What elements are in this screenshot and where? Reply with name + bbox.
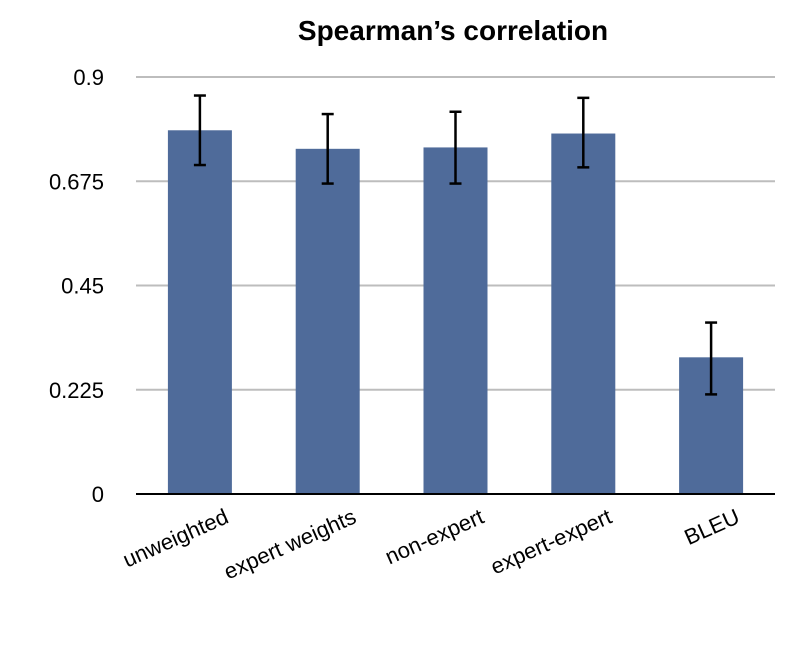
x-category-label: expert-expert [487,504,616,580]
y-tick-label: 0.9 [73,65,104,90]
error-bar [705,321,718,396]
error-bars [193,94,718,396]
chart-title: Spearman’s correlation [298,15,608,46]
error-bar [193,94,206,167]
error-bar [449,110,462,185]
bar [423,147,488,494]
error-bar [577,96,590,169]
y-tick-label: 0.225 [49,378,104,403]
bar [295,148,360,495]
y-axis-tick-labels: 0 0.225 0.45 0.675 0.9 [49,65,104,507]
x-category-label: expert weights [220,504,360,585]
bar [167,130,232,495]
x-category-label: unweighted [119,504,232,573]
bars [167,130,744,495]
x-category-label: non-expert [381,504,487,570]
y-tick-label: 0.675 [49,169,104,194]
error-bar [321,112,334,185]
bar [551,133,616,494]
y-tick-label: 0.45 [61,274,104,299]
x-category-label: BLEU [680,504,743,550]
y-tick-label: 0 [92,482,104,507]
